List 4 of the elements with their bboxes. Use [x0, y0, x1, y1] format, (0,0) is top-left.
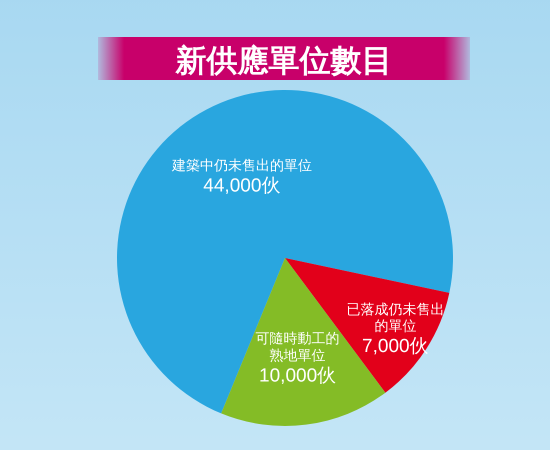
data-label: 可隨時動工的熟地單位 10,000伙	[256, 330, 340, 386]
title: 新供應單位數目	[176, 43, 392, 78]
data-label: 已落成仍未售出的單位 7,000伙	[346, 300, 444, 358]
data-label: 建築中仍未售出的單位 44,000伙	[172, 156, 312, 196]
